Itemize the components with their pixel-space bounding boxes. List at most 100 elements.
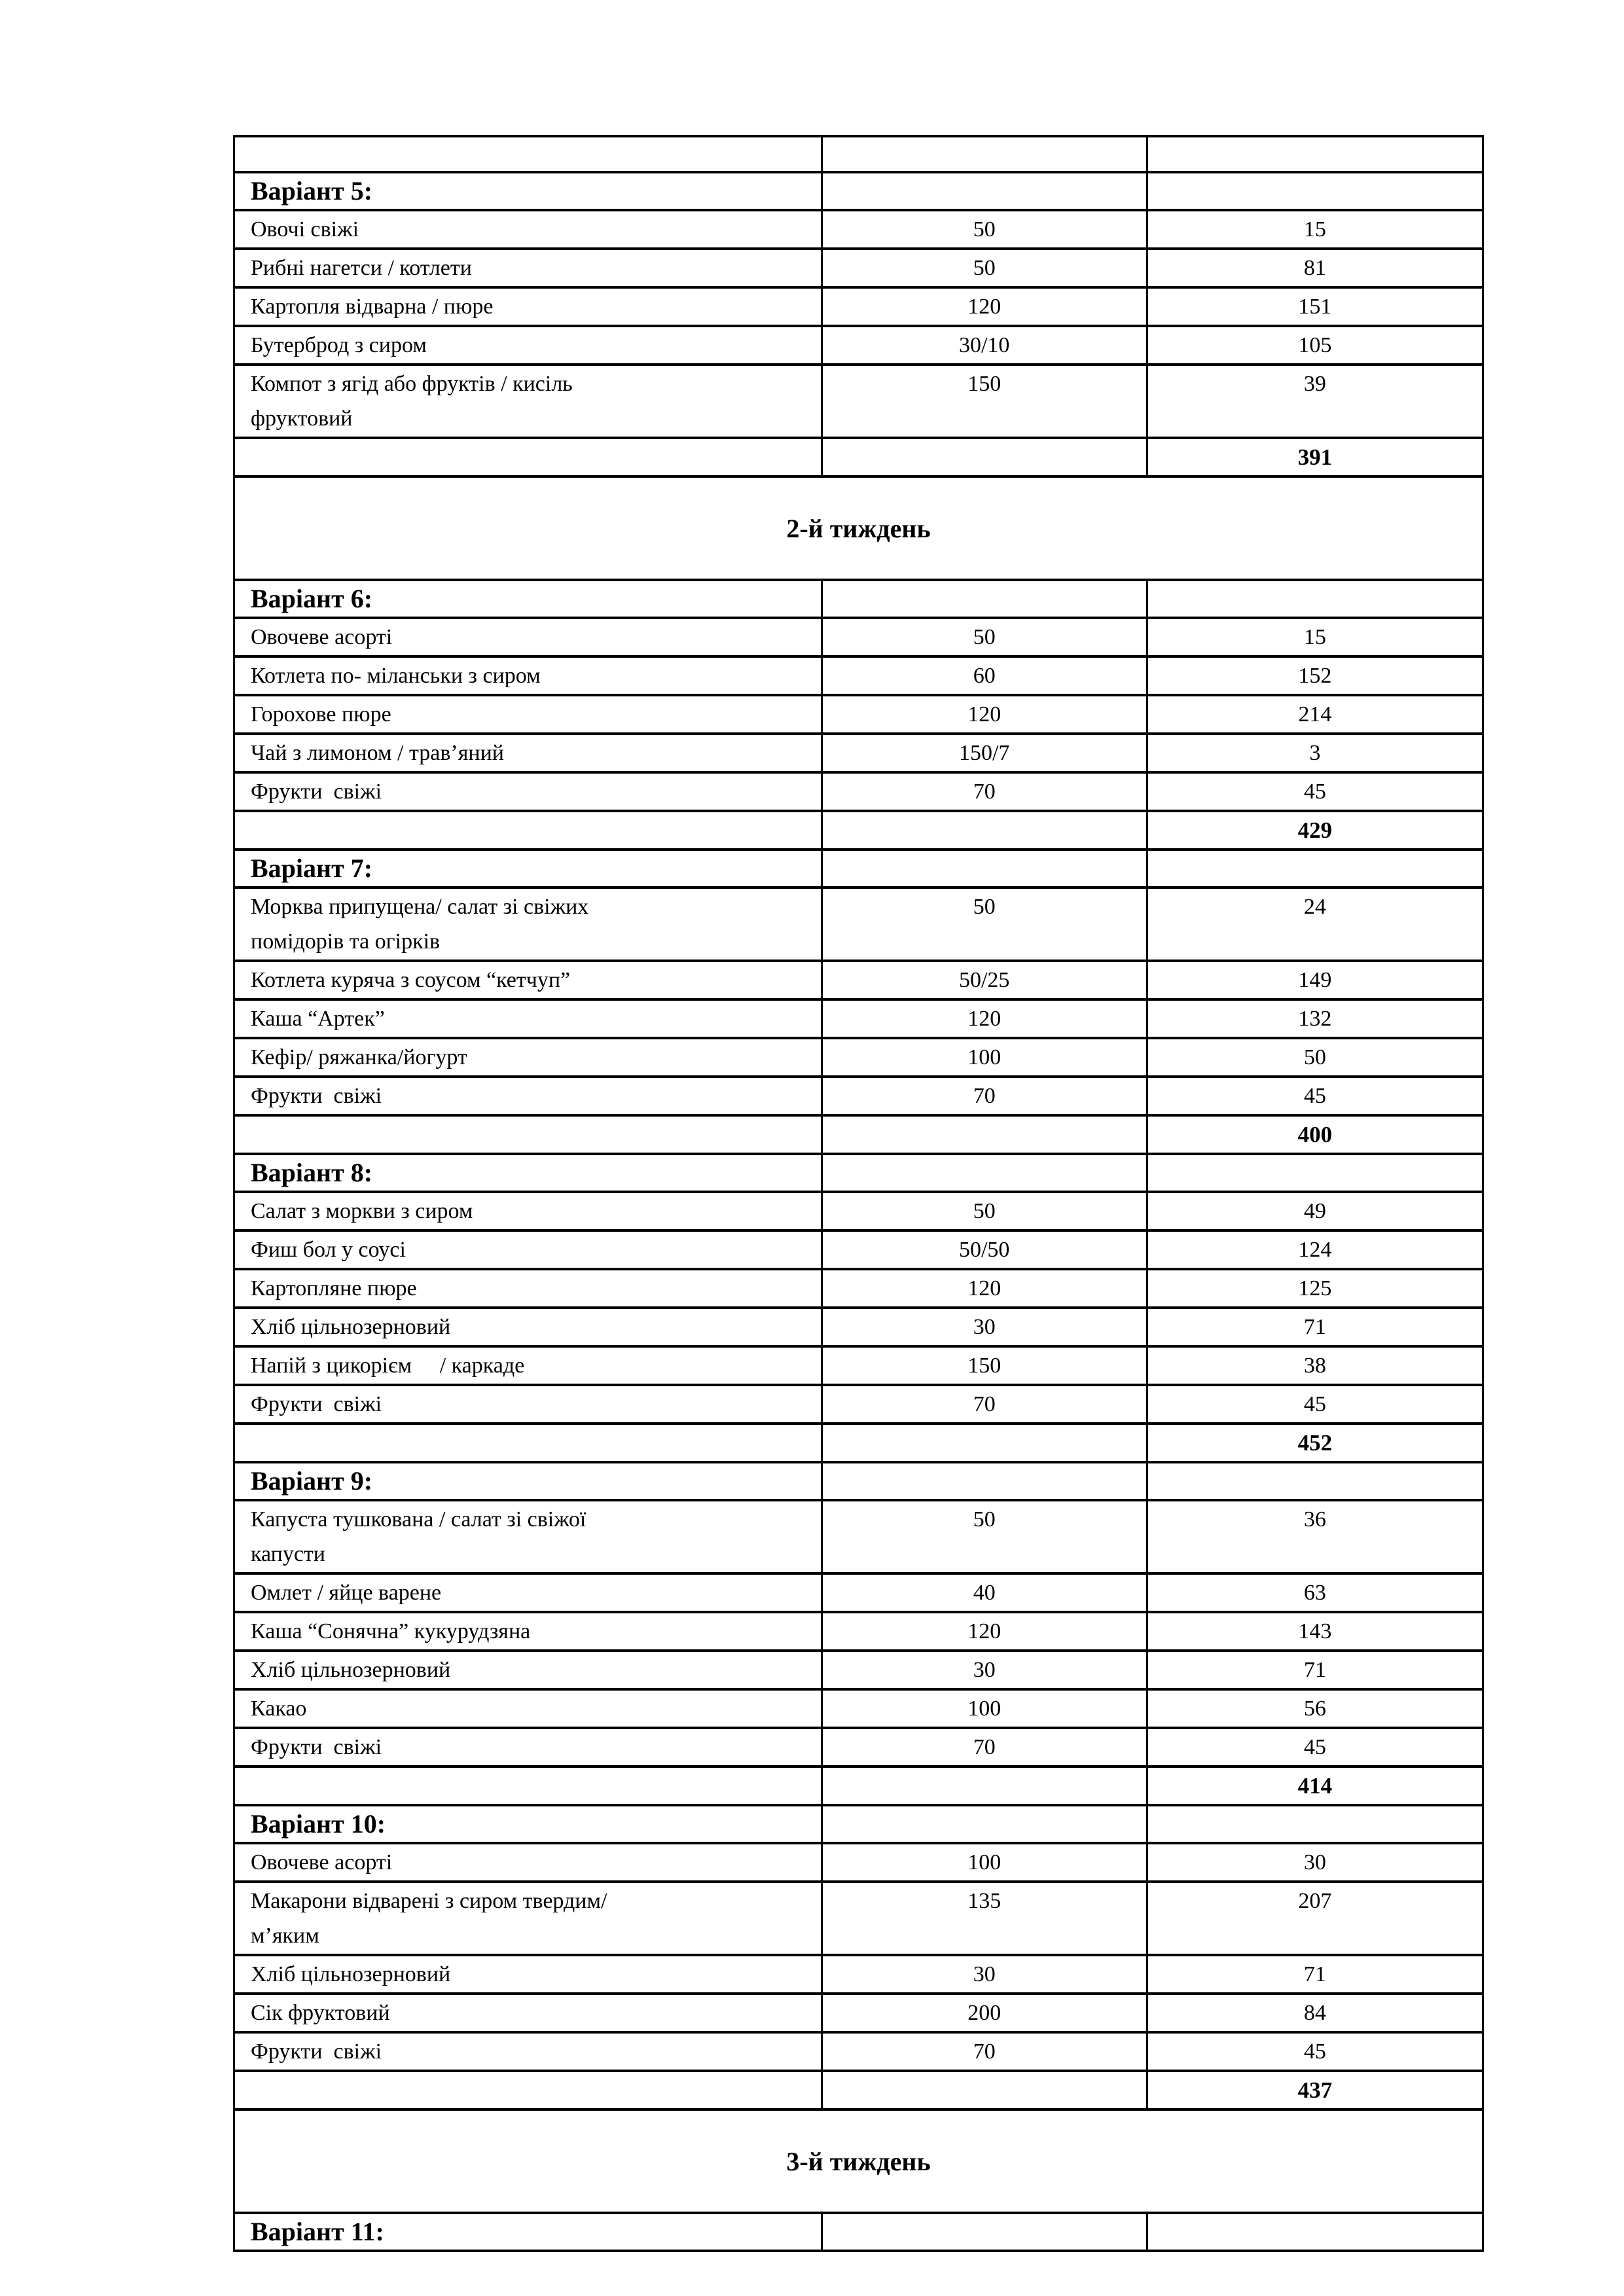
dish-name-cell: Морква припущена/ салат зі свіжих помідо… [233, 886, 823, 962]
dish-name-cell: Макарони відварені з сиром твердим/ м’як… [233, 1880, 823, 1956]
energy-cell: 143 [1146, 1611, 1485, 1652]
week-header-cell: 2-й тиждень [233, 475, 1484, 581]
portion-cell: 30/10 [820, 325, 1148, 366]
portion-cell: 120 [820, 1611, 1148, 1652]
variant-label-cell: Варіант 8: [233, 1153, 823, 1193]
table-row-dish: Напій з цикорієм / каркаде 150 38 [233, 1345, 1485, 1386]
portion-cell: 120 [820, 694, 1148, 735]
portion-cell: 100 [820, 1037, 1148, 1078]
energy-cell: 71 [1146, 1649, 1485, 1691]
table-row-variant: Варіант 6: [233, 579, 1485, 619]
table-row-dish: Котлета куряча з соусом “кетчуп” 50/25 149 [233, 960, 1485, 1001]
table-row-total: 414 [233, 1765, 1485, 1806]
portion-cell: 50 [820, 1499, 1148, 1575]
variant-label-cell: Варіант 6: [233, 579, 823, 619]
dish-name-cell: Чай з лимоном / трав’яний [233, 732, 823, 774]
empty-dish-cell [233, 135, 823, 173]
table-row-dish: Фрукти свіжі 70 45 [233, 1384, 1485, 1425]
energy-cell: 50 [1146, 1037, 1485, 1078]
energy-cell: 105 [1146, 325, 1485, 366]
dish-name-cell: Котлета по- міланськи з сиром [233, 655, 823, 696]
empty-dish-cell [233, 1765, 823, 1806]
table-row-total: 400 [233, 1114, 1485, 1155]
energy-cell: 49 [1146, 1191, 1485, 1232]
table-row-dish: Фрукти свіжі 70 45 [233, 1727, 1485, 1768]
dish-name-cell: Овочі свіжі [233, 209, 823, 250]
table-row-variant: Варіант 11: [233, 2212, 1485, 2252]
empty-portion-cell [820, 1765, 1148, 1806]
empty-portion-cell [820, 579, 1148, 619]
energy-cell: 71 [1146, 1954, 1485, 1995]
empty-energy-cell [1146, 135, 1485, 173]
total-value-cell: 391 [1146, 437, 1485, 478]
portion-cell: 70 [820, 1384, 1148, 1425]
total-value-cell: 400 [1146, 1114, 1485, 1155]
dish-name-cell: Фрукти свіжі [233, 1075, 823, 1117]
table-row-dish: Котлета по- міланськи з сиром 60 152 [233, 655, 1485, 696]
empty-dish-cell [233, 810, 823, 851]
variant-label-cell: Варіант 11: [233, 2212, 823, 2252]
energy-cell: 3 [1146, 732, 1485, 774]
table-row-dish: Овочеве асорті 50 15 [233, 617, 1485, 658]
energy-cell: 30 [1146, 1842, 1485, 1883]
empty-energy-cell [1146, 1804, 1485, 1844]
energy-cell: 132 [1146, 998, 1485, 1039]
empty-energy-cell [1146, 848, 1485, 889]
energy-cell: 45 [1146, 1727, 1485, 1768]
table-row-dish: Хліб цільнозерновий 30 71 [233, 1649, 1485, 1691]
portion-cell: 50/25 [820, 960, 1148, 1001]
table-row-dish: Чай з лимоном / трав’яний 150/7 3 [233, 732, 1485, 774]
table-row-week: 2-й тиждень [233, 475, 1484, 581]
table-row-dish: Морква припущена/ салат зі свіжих помідо… [233, 886, 1485, 962]
total-value-cell: 429 [1146, 810, 1485, 851]
empty-energy-cell [1146, 1461, 1485, 1501]
portion-cell: 120 [820, 1268, 1148, 1309]
energy-cell: 39 [1146, 363, 1485, 439]
energy-cell: 124 [1146, 1229, 1485, 1270]
table-row-dish: Хліб цільнозерновий 30 71 [233, 1306, 1485, 1348]
dish-name-cell: Фрукти свіжі [233, 1727, 823, 1768]
portion-cell: 40 [820, 1572, 1148, 1613]
energy-cell: 207 [1146, 1880, 1485, 1956]
portion-cell: 60 [820, 655, 1148, 696]
empty-portion-cell [820, 1422, 1148, 1463]
empty-portion-cell [820, 1804, 1148, 1844]
table-row-total: 429 [233, 810, 1485, 851]
dish-name-cell: Котлета куряча з соусом “кетчуп” [233, 960, 823, 1001]
portion-cell: 100 [820, 1688, 1148, 1729]
table-row-dish: Горохове пюре 120 214 [233, 694, 1485, 735]
empty-portion-cell [820, 2212, 1148, 2252]
variant-label-cell: Варіант 5: [233, 171, 823, 211]
empty-energy-cell [1146, 579, 1485, 619]
dish-name-cell: Овочеве асорті [233, 1842, 823, 1883]
empty-energy-cell [1146, 171, 1485, 211]
table-row-total: 391 [233, 437, 1485, 478]
portion-cell: 200 [820, 1992, 1148, 2034]
table-row-dish: Омлет / яйце варене 40 63 [233, 1572, 1485, 1613]
dish-name-cell: Бутерброд з сиром [233, 325, 823, 366]
table-row-dish: Фрукти свіжі 70 45 [233, 1075, 1485, 1117]
table-row-variant: Варіант 9: [233, 1461, 1485, 1501]
empty-portion-cell [820, 135, 1148, 173]
empty-energy-cell [1146, 1153, 1485, 1193]
portion-cell: 100 [820, 1842, 1148, 1883]
empty-portion-cell [820, 1114, 1148, 1155]
table-row-variant: Варіант 5: [233, 171, 1485, 211]
energy-cell: 56 [1146, 1688, 1485, 1729]
dish-name-cell: Фрукти свіжі [233, 771, 823, 812]
energy-cell: 36 [1146, 1499, 1485, 1575]
portion-cell: 70 [820, 771, 1148, 812]
portion-cell: 150 [820, 363, 1148, 439]
portion-cell: 50 [820, 209, 1148, 250]
energy-cell: 15 [1146, 209, 1485, 250]
empty-dish-cell [233, 437, 823, 478]
energy-cell: 45 [1146, 2031, 1485, 2072]
dish-name-cell: Хліб цільнозерновий [233, 1954, 823, 1995]
table-row-dish: Сік фруктовий 200 84 [233, 1992, 1485, 2034]
empty-portion-cell [820, 810, 1148, 851]
dish-name-cell: Каша “Сонячна” кукурудзяна [233, 1611, 823, 1652]
empty-dish-cell [233, 2070, 823, 2111]
energy-cell: 149 [1146, 960, 1485, 1001]
table-row-week: 3-й тиждень [233, 2108, 1484, 2214]
table-row-dish: Кефір/ ряжанка/йогурт 100 50 [233, 1037, 1485, 1078]
